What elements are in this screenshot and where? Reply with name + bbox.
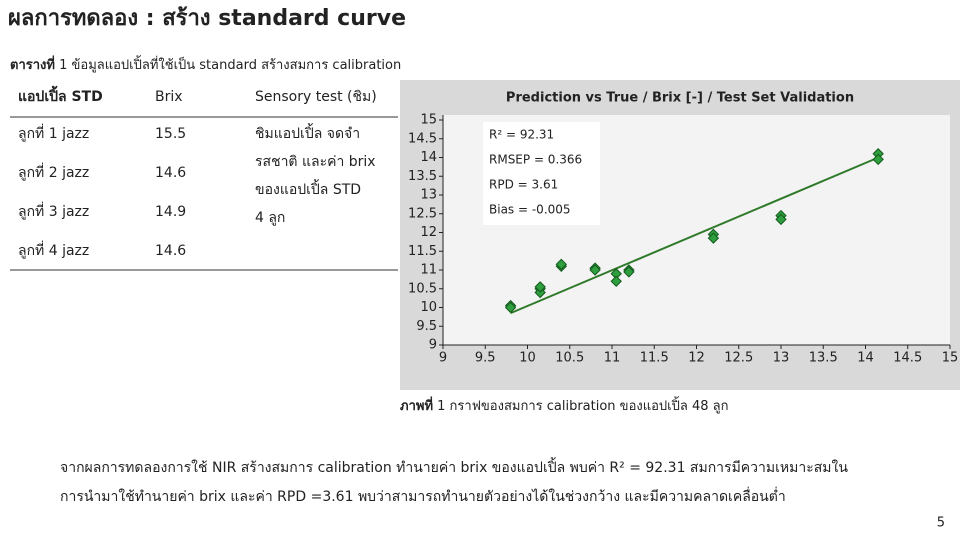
x-tick-label: 9.5 <box>475 351 496 366</box>
table-cell: ลูกที่ 2 jazz <box>18 163 89 181</box>
x-tick-label: 12 <box>688 351 705 366</box>
y-tick-label: 10.5 <box>408 281 437 296</box>
caption-text: 1 กราฟของสมการ calibration ของแอปเปิ้ล 4… <box>437 396 728 414</box>
table-cell: รสชาติ และค่า brix <box>255 154 376 170</box>
figure-caption: ภาพที่ 1 กราฟของสมการ calibration ของแอป… <box>400 396 728 414</box>
body-line: จากผลการทดลองการใช้ NIR สร้างสมการ calib… <box>60 457 848 476</box>
data-point <box>872 153 884 166</box>
data-point <box>534 281 546 293</box>
chart-title: Prediction vs True / Brix [-] / Test Set… <box>506 91 854 106</box>
x-tick-label: 14 <box>857 351 874 366</box>
body-line: การนำมาใช้ทำนายค่า brix และค่า RPD =3.61… <box>60 487 786 505</box>
stat-label: R² = 92.31 <box>489 128 554 142</box>
y-tick-label: 11.5 <box>408 244 437 259</box>
table-caption: ตารางที่ 1 ข้อมูลแอปเปิ้ลที่ใช้เป็น stan… <box>10 55 401 73</box>
y-tick-label: 12.5 <box>408 206 437 221</box>
trendline <box>510 158 875 315</box>
y-tick-label: 14 <box>420 150 437 165</box>
stat-label: RPD = 3.61 <box>489 178 558 192</box>
table-cell: 15.5 <box>155 126 186 142</box>
x-tick-label: 12.5 <box>724 351 753 366</box>
y-tick-label: 11 <box>420 263 437 278</box>
y-tick-label: 9.5 <box>416 319 437 334</box>
caption-label: ภาพที่ <box>400 396 433 414</box>
x-tick-label: 14.5 <box>893 351 922 366</box>
table-cell: ของแอปเปิ้ล STD <box>255 179 361 198</box>
table-cell: ชิมแอปเปิ้ล จดจำ <box>255 123 360 142</box>
stats-box <box>483 122 600 225</box>
chart: Prediction vs True / Brix [-] / Test Set… <box>408 91 958 366</box>
x-tick-label: 11 <box>604 351 621 366</box>
stat-label: RMSEP = 0.366 <box>489 153 582 167</box>
data-point <box>589 264 601 276</box>
caption-label: ตารางที่ <box>10 55 55 73</box>
y-tick-label: 13 <box>420 188 437 203</box>
x-tick-label: 11.5 <box>640 351 669 366</box>
page-number: 5 <box>937 516 945 531</box>
table-cell: ลูกที่ 3 jazz <box>18 202 89 220</box>
y-tick-label: 12 <box>420 225 437 240</box>
table: แอปเปิ้ล STD Brix Sensory test (ชิม) ลูกที่… <box>18 85 377 259</box>
table-cell: 14.9 <box>155 204 186 220</box>
table-cell: 4 ลูก <box>255 210 285 226</box>
stat-label: Bias = -0.005 <box>489 203 571 217</box>
table-cell: ลูกที่ 4 jazz <box>18 241 89 259</box>
slide-title: ผลการทดลอง : สร้าง standard curve <box>8 6 406 31</box>
data-point <box>707 232 720 244</box>
x-tick-label: 10 <box>519 351 536 366</box>
data-point <box>555 258 568 271</box>
x-tick-label: 9 <box>439 351 447 366</box>
data-point <box>610 275 622 287</box>
x-tick-label: 10.5 <box>555 351 584 366</box>
data-point <box>504 301 517 314</box>
table-cell: 14.6 <box>155 243 186 259</box>
table-cell: 14.6 <box>155 165 186 181</box>
table-cell: ลูกที่ 1 jazz <box>18 124 89 142</box>
data-point <box>775 213 787 226</box>
x-tick-label: 15 <box>942 351 959 366</box>
y-tick-label: 9 <box>429 338 437 353</box>
y-tick-label: 13.5 <box>408 169 437 184</box>
column-header: Brix <box>155 89 183 105</box>
column-header: Sensory test (ชิม) <box>255 89 377 105</box>
y-tick-label: 15 <box>420 113 437 128</box>
x-tick-label: 13.5 <box>809 351 838 366</box>
column-header: แอปเปิ้ล STD <box>18 85 103 105</box>
y-tick-label: 10 <box>420 300 437 315</box>
caption-text: 1 ข้อมูลแอปเปิ้ลที่ใช้เป็น standard สร้า… <box>59 55 401 73</box>
data-point <box>623 266 635 278</box>
y-tick-label: 14.5 <box>408 131 437 146</box>
x-tick-label: 13 <box>773 351 790 366</box>
